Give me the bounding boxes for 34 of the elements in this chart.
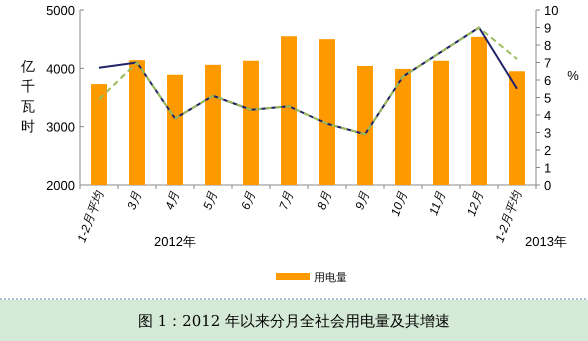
- y2-tick-label: 7: [544, 56, 552, 70]
- x-tick-label: 7月: [276, 189, 296, 212]
- x-tick-label: 6月: [238, 189, 258, 212]
- text: 2013年: [525, 234, 567, 249]
- text: 2012年: [154, 234, 196, 249]
- y2-tick-label: 8: [544, 38, 552, 53]
- y-tick-label: 2000: [46, 178, 75, 193]
- legend-label: 用电量: [314, 271, 347, 284]
- y-tick-label: 5000: [46, 3, 75, 18]
- y2-tick-label: 3: [544, 126, 552, 140]
- y-tick-label: 3000: [46, 120, 75, 135]
- x-tick-label: 3月: [124, 189, 144, 212]
- x-tick-label: 11月: [426, 189, 448, 218]
- x-tick-label: 10月: [388, 189, 410, 218]
- y2-tick-label: 5: [544, 90, 552, 106]
- y2-tick-label: 4: [544, 108, 552, 123]
- x-tick-label: 8月: [314, 189, 334, 212]
- x-tick-label: 9月: [352, 189, 372, 212]
- y2-tick-label: 6: [544, 73, 552, 88]
- caption: 图 1：2012 年以来分月全社会用电量及其增速: [138, 312, 450, 330]
- y2-tick-label: 9: [544, 20, 552, 36]
- y-axis-title: 亿千瓦时: [20, 58, 35, 134]
- x-tick-label: 1-2月平均: [492, 188, 524, 244]
- y2-tick-label: 1: [544, 160, 552, 176]
- y-tick-label: 4000: [46, 61, 75, 76]
- x-tick-label: 12月: [464, 189, 486, 218]
- y2-axis-title: %: [567, 68, 580, 83]
- y2-tick-label: 10: [544, 3, 558, 18]
- x-tick-label: 5月: [200, 189, 220, 212]
- line-series: [98, 26, 518, 136]
- y2-tick-label: 0: [544, 178, 552, 193]
- x-tick-label: 1-2月平均: [74, 188, 106, 244]
- y2-tick-label: 2: [544, 143, 552, 158]
- x-tick-label: 4月: [162, 189, 182, 212]
